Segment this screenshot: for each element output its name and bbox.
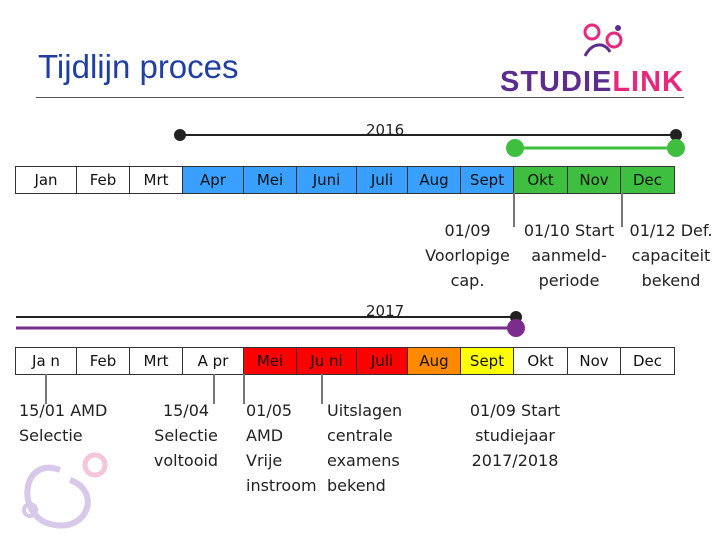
month-cell-2016-11: Nov [568, 167, 621, 193]
marker-line-jan-2017 [45, 374, 47, 404]
month-cell-2016-9: Sept [461, 167, 514, 193]
month-cell-2017-2: Feb [77, 348, 130, 374]
marker-line-jun-2017 [321, 374, 323, 404]
slide-title: Tijdlijn proces [38, 48, 239, 85]
note-line: 15/01 AMD [19, 401, 108, 420]
note-line: bekend [641, 271, 701, 290]
month-cell-2017-3: Mrt [130, 348, 183, 374]
month-cell-2016-5: Mei [244, 167, 297, 193]
note-line: periode [538, 271, 600, 290]
month-bar-2017: Ja n Feb Mrt A pr Mei Ju ni Juli Aug Sept Okt Nov D… [15, 347, 675, 375]
month-cell-2016-8: Aug [408, 167, 461, 193]
title-divider [36, 97, 684, 98]
month-cell-2017-12: Dec [621, 348, 674, 374]
note-line: Uitslagen [327, 401, 403, 420]
note-line: Vrije [246, 451, 283, 470]
month-cell-2017-5: Mei [244, 348, 297, 374]
month-cell-2016-6: Juni [297, 167, 357, 193]
month-cell-2017-11: Nov [568, 348, 621, 374]
month-cell-2017-4: A pr [183, 348, 244, 374]
logo-text: STUDIELINK [500, 66, 684, 99]
note-line: Voorlopige [425, 246, 510, 265]
note-line: voltooid [153, 451, 219, 470]
note-2017-selectie-voltooid: 15/04 Selectie voltooid [150, 398, 222, 473]
month-cell-2016-7: Juli [357, 167, 408, 193]
year-label-2016: 2016 [366, 121, 405, 139]
note-line: 15/04 [162, 401, 210, 420]
note-2017-uitslagen: Uitslagen centrale examens bekend [327, 398, 402, 498]
month-cell-2016-1: Jan [16, 167, 77, 193]
studielink-logo: STUDIELINK [500, 20, 690, 100]
marker-line-may-2017 [243, 374, 245, 404]
note-2016-voorlopige: 01/09 Voorlopige cap. [420, 218, 515, 293]
note-line: AMD [246, 426, 284, 445]
note-line: bekend [327, 476, 386, 495]
month-cell-2017-6: Ju ni [297, 348, 357, 374]
month-cell-2017-7: Juli [357, 348, 408, 374]
month-cell-2017-10: Okt [514, 348, 568, 374]
note-line: 01/09 [444, 221, 491, 240]
month-cell-2016-12: Dec [621, 167, 674, 193]
month-cell-2016-4: Apr [183, 167, 244, 193]
logo-swirl-icon [583, 23, 623, 57]
month-cell-2017-9: Sept [461, 348, 514, 374]
note-line: Selectie [19, 426, 83, 445]
note-line: instroom [246, 476, 317, 495]
note-line: 01/10 Start [523, 221, 615, 240]
note-line: studiejaar [475, 426, 555, 445]
month-cell-2016-10: Okt [514, 167, 568, 193]
note-line: 01/12 Def. [629, 221, 713, 240]
month-cell-2017-8: Aug [408, 348, 461, 374]
marker-line-dec-2016 [621, 193, 623, 227]
note-line: Selectie [154, 426, 218, 445]
note-line: centrale [327, 426, 393, 445]
month-cell-2016-2: Feb [77, 167, 130, 193]
note-line: aanmeld- [531, 246, 607, 265]
note-2016-aanmeld: 01/10 Start aanmeld-periode [519, 218, 619, 293]
marker-line-sep-2016 [513, 193, 515, 227]
note-line: 01/09 Start [469, 401, 561, 420]
month-bar-2016: Jan Feb Mrt Apr Mei Juni Juli Aug Sept Okt Nov Dec [15, 166, 675, 194]
note-2017-vrije-instroom: 01/05 AMD Vrije instroom [246, 398, 317, 498]
note-2017-start-studiejaar: 01/09 Start studiejaar 2017/2018 [468, 398, 562, 473]
month-cell-2016-3: Mrt [130, 167, 183, 193]
note-line: 2017/2018 [471, 451, 559, 470]
note-line: capaciteit [631, 246, 711, 265]
logo-text-studie: STUDIE [500, 66, 613, 98]
month-cell-2017-1: Ja n [16, 348, 77, 374]
note-line: examens [327, 451, 400, 470]
year-label-2017: 2017 [366, 302, 405, 320]
note-2017-amd-selectie: 15/01 AMD Selectie [19, 398, 107, 448]
logo-text-link: LINK [612, 66, 685, 98]
marker-line-apr-2017 [213, 374, 215, 404]
note-line: cap. [450, 271, 485, 290]
note-2016-capaciteit: 01/12 Def. capaciteit bekend [624, 218, 718, 293]
note-line: 01/05 [246, 401, 293, 420]
